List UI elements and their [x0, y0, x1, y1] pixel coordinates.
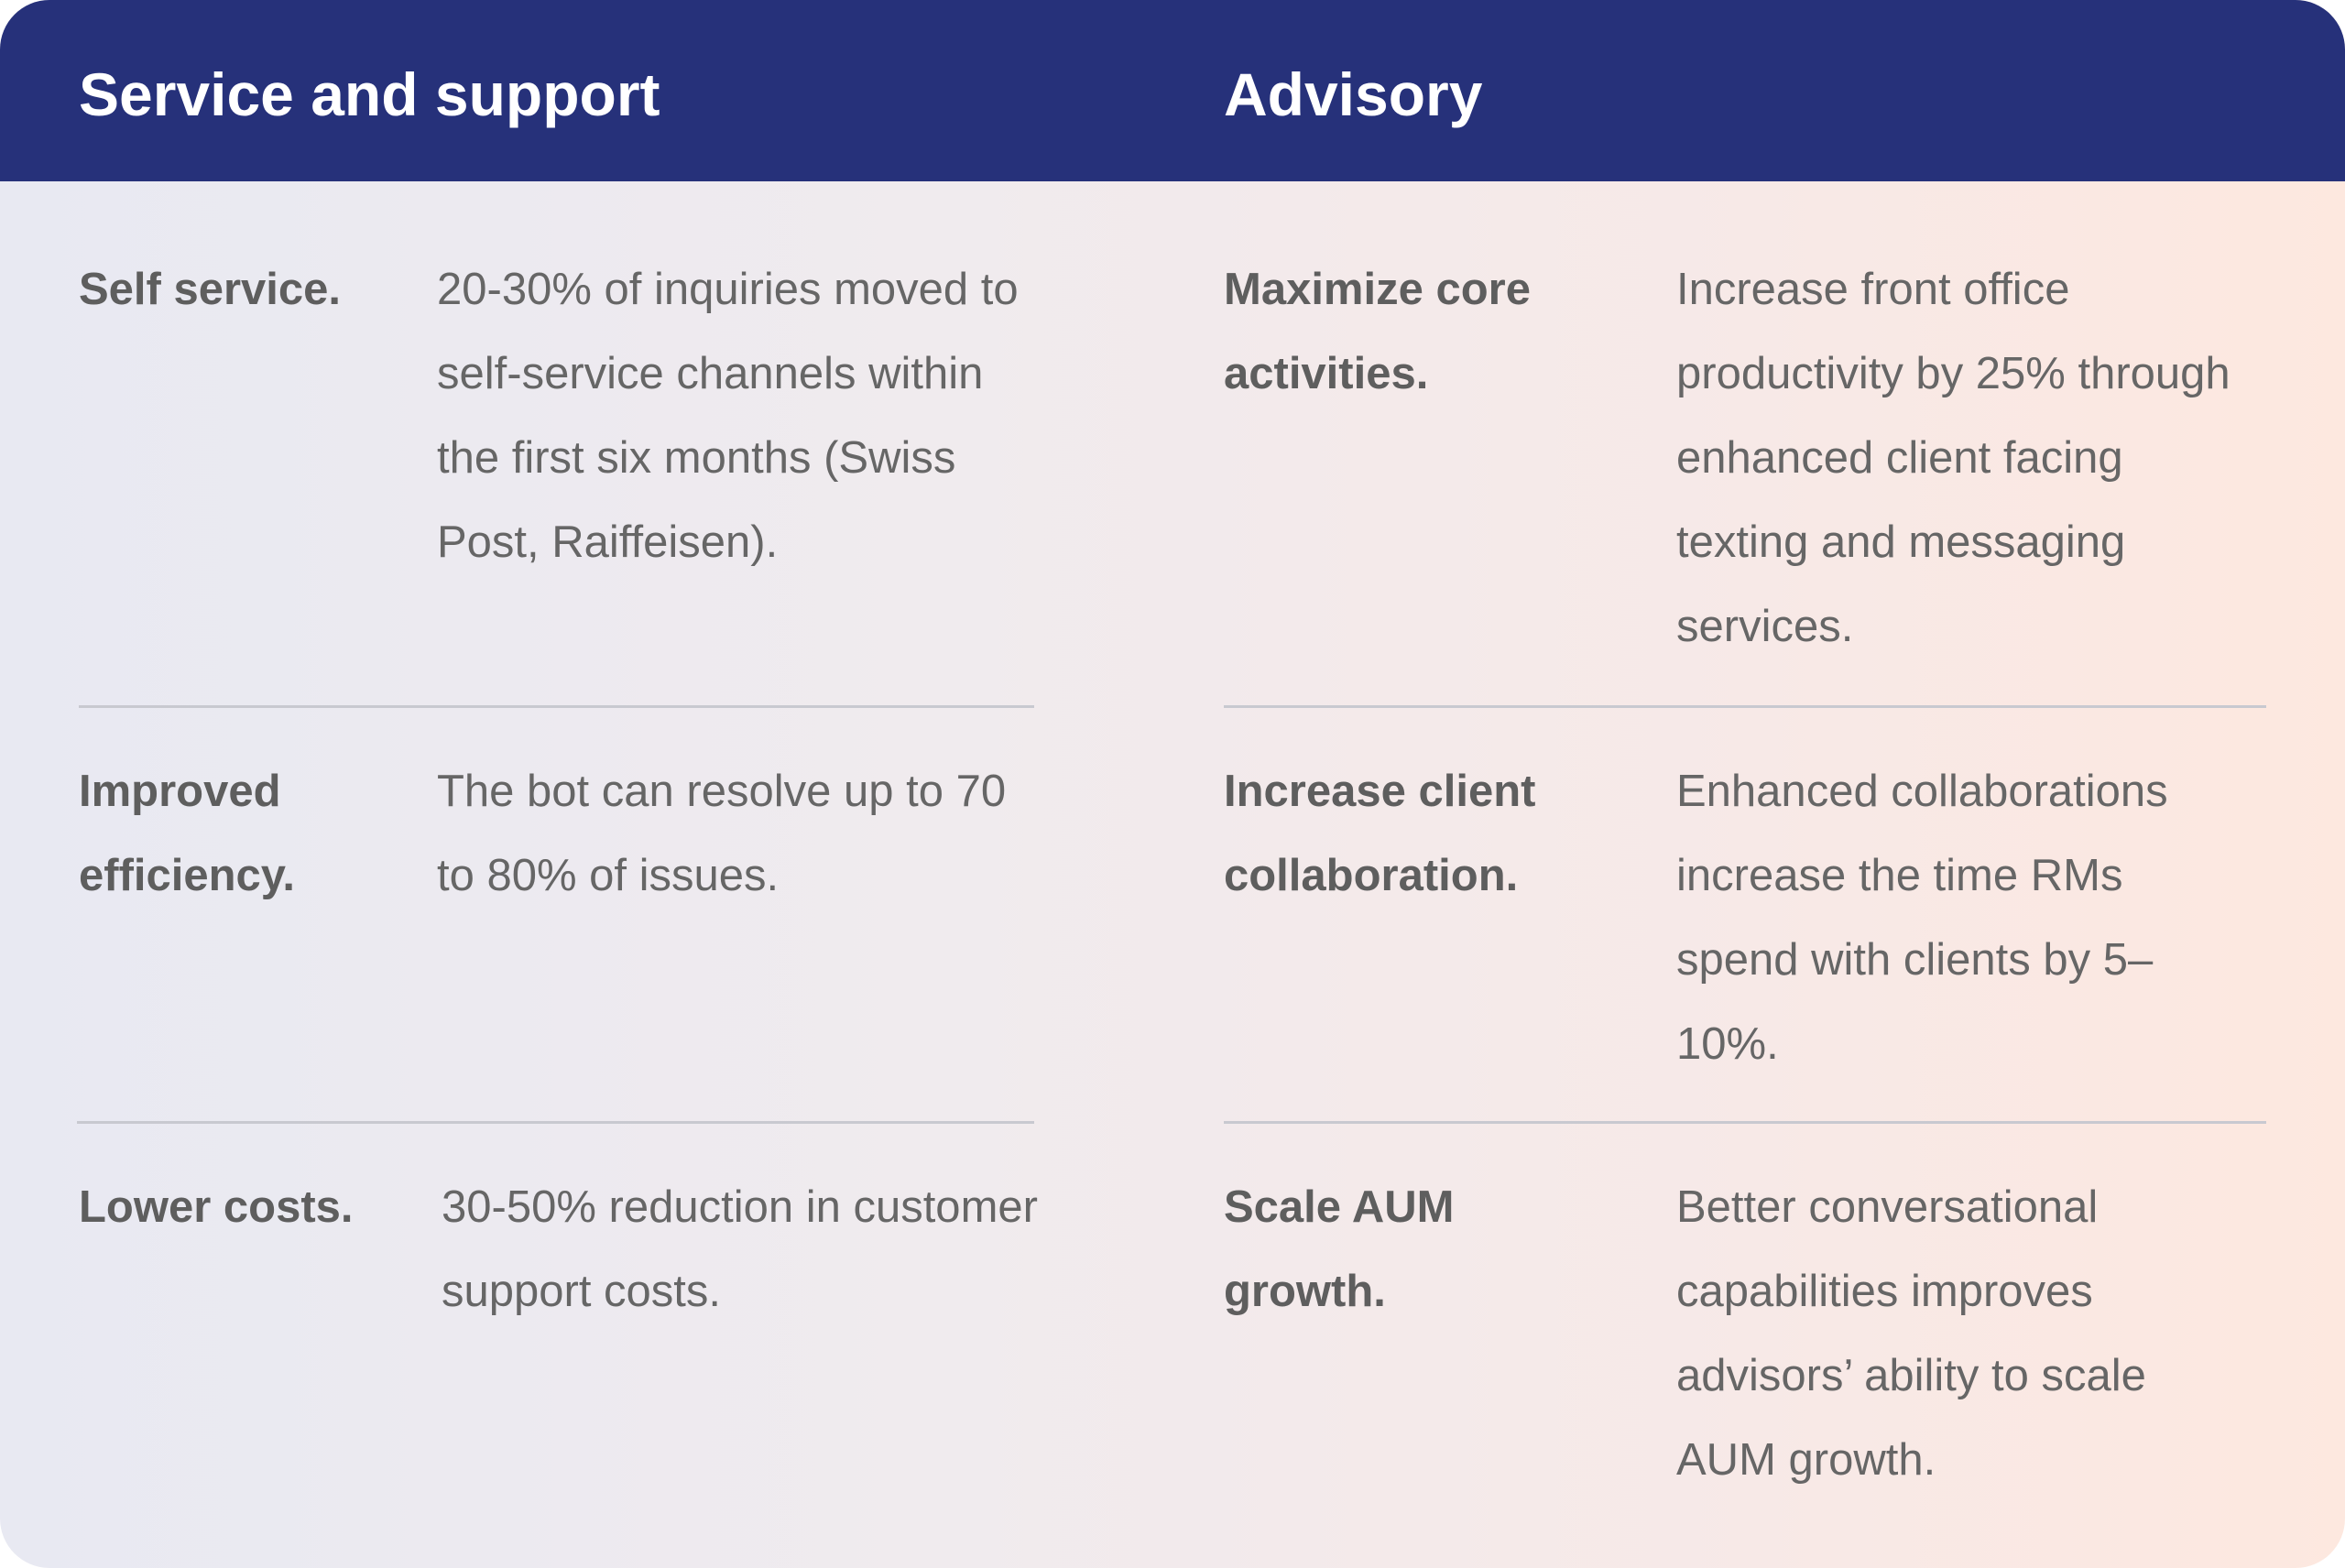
- client-collaboration-text: Enhanced collaborations increase the tim…: [1676, 767, 2168, 1069]
- service-support-heading: Service and support: [79, 60, 660, 128]
- maximize-core-label: Maximize core activities.: [1224, 265, 1531, 398]
- scale-aum-text: Better conversational capabilities impro…: [1676, 1182, 2146, 1485]
- self-service-text: 20-30% of inquiries moved to self-servic…: [437, 265, 1019, 567]
- self-service-label: Self service.: [79, 265, 342, 314]
- advisory-heading: Advisory: [1224, 60, 1483, 128]
- lower-costs-text: 30-50% reduction in customer support cos…: [442, 1182, 1038, 1316]
- row-divider: [1224, 1121, 2266, 1124]
- scale-aum-label: Scale AUM growth.: [1224, 1182, 1455, 1316]
- row-divider: [77, 1121, 1034, 1124]
- client-collaboration-label: Increase client collaboration.: [1224, 767, 1536, 900]
- maximize-core-text: Increase front office productivity by 25…: [1676, 265, 2230, 651]
- improved-efficiency-label: Improved efficiency.: [79, 767, 296, 900]
- row-divider: [1224, 705, 2266, 708]
- header-bar: Service and support Advisory: [0, 0, 2345, 181]
- row-divider: [79, 705, 1034, 708]
- lower-costs-label: Lower costs.: [79, 1182, 354, 1232]
- improved-efficiency-text: The bot can resolve up to 70 to 80% of i…: [437, 767, 1007, 900]
